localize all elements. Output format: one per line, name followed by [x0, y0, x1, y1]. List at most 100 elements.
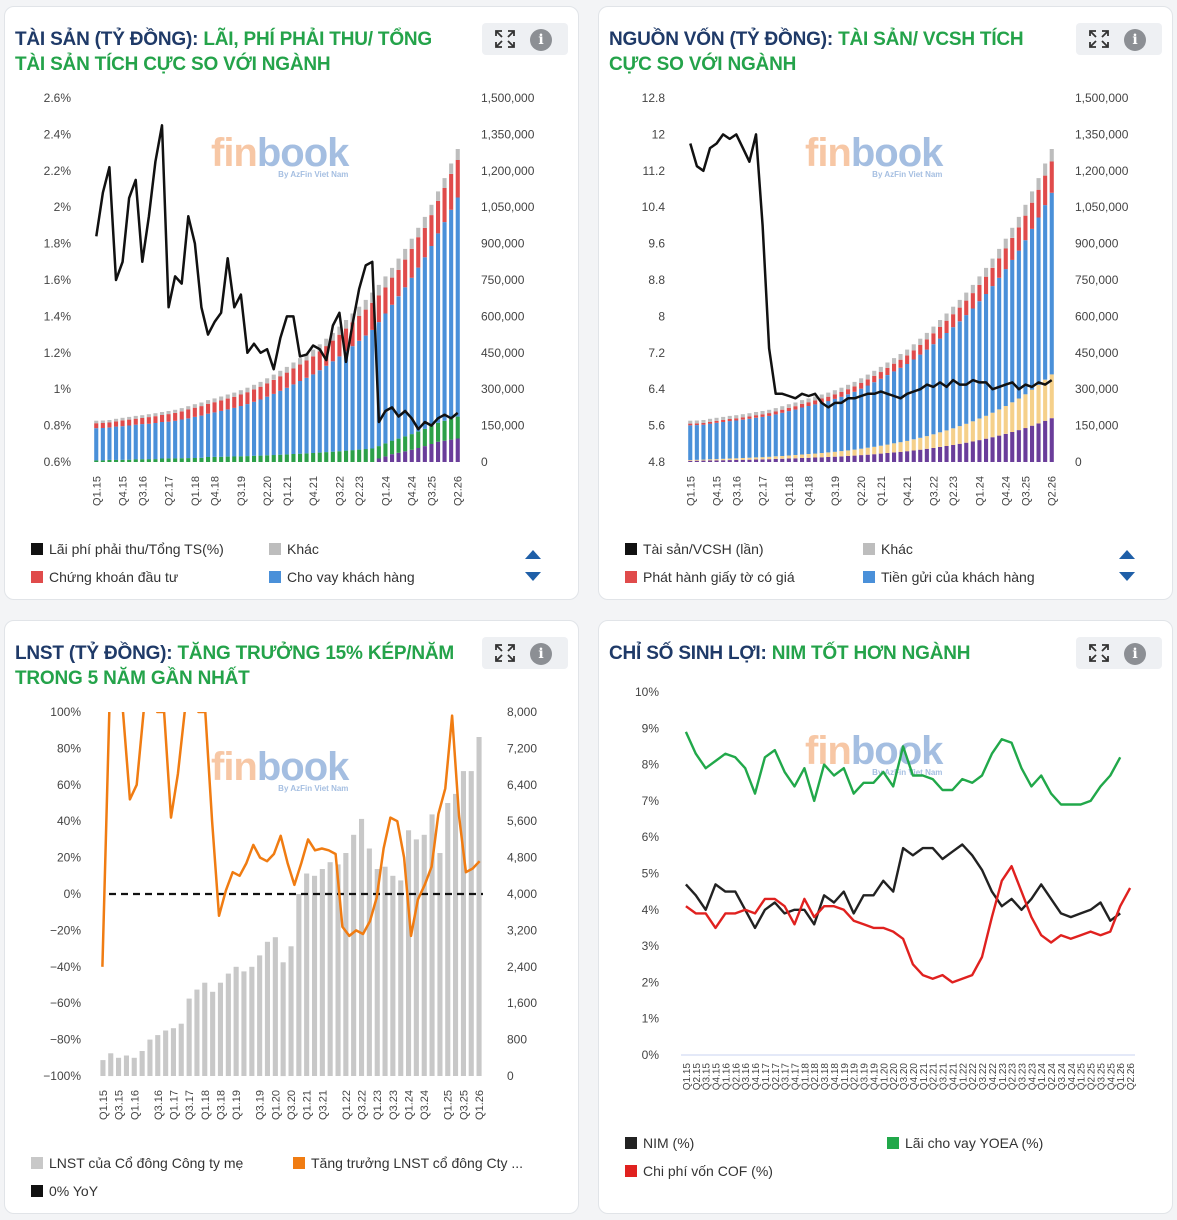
y-tick-label-left: 7%	[642, 794, 660, 808]
legend-item[interactable]: Tiền gửi của khách hàng	[863, 569, 1035, 585]
profit-bar	[163, 1030, 169, 1076]
x-tick-label: Q2.20	[889, 1063, 900, 1091]
legend-item[interactable]: Cho vay khách hàng	[269, 569, 415, 585]
bar-segment	[872, 375, 877, 383]
bar-segment	[951, 428, 956, 445]
x-tick-label: Q1.18	[190, 476, 202, 506]
bar-segment	[997, 258, 1002, 278]
legend-pager	[1119, 550, 1137, 582]
x-tick-label: Q1.20	[879, 1063, 890, 1091]
legend-item[interactable]: Tài sản/VCSH (lần)	[625, 541, 764, 557]
bar-segment	[938, 338, 943, 433]
bar-segment	[970, 284, 975, 294]
x-tick-label: Q1.18	[784, 476, 796, 506]
bar-segment	[964, 315, 969, 424]
bar-segment	[350, 450, 355, 462]
bar-segment	[1010, 238, 1015, 260]
legend-item[interactable]: Chi phí vốn COF (%)	[625, 1163, 773, 1179]
bar-segment	[284, 387, 289, 455]
y-tick-label-left: 5%	[642, 867, 660, 881]
bar-segment	[212, 412, 217, 457]
bar-segment	[298, 381, 303, 454]
expand-icon[interactable]	[1089, 644, 1109, 662]
legend-down-arrow-icon[interactable]	[525, 572, 541, 581]
y-tick-label-right: 1,500,000	[481, 91, 535, 105]
bar-segment	[192, 407, 197, 417]
info-icon[interactable]: i	[1124, 643, 1146, 665]
bar-segment	[1043, 175, 1048, 206]
bar-segment	[747, 413, 752, 417]
profit-bar	[335, 864, 341, 1076]
bar-segment	[298, 453, 303, 462]
info-icon[interactable]: i	[530, 643, 552, 665]
bar-segment	[212, 402, 217, 413]
y-tick-label-left: 20%	[57, 851, 81, 865]
bar-segment	[160, 412, 165, 415]
bar-segment	[1023, 428, 1028, 462]
bar-segment	[747, 416, 752, 419]
x-tick-label: Q1.24	[404, 1090, 416, 1120]
bar-segment	[977, 276, 982, 285]
legend-down-arrow-icon[interactable]	[1119, 572, 1135, 581]
y-tick-label-left: 2.4%	[44, 127, 72, 141]
x-tick-label: Q2.23	[948, 476, 960, 506]
bar-segment	[714, 422, 719, 460]
bar-segment	[429, 204, 434, 216]
x-tick-label: Q3.20	[286, 1090, 298, 1120]
legend-item[interactable]: Phát hành giấy tờ có giá	[625, 569, 795, 585]
bar-segment	[694, 420, 699, 424]
panel-tools: i	[1076, 23, 1162, 55]
legend-item[interactable]: Khác	[269, 541, 319, 557]
legend-item[interactable]: Tăng trưởng LNST cổ đông Cty ...	[293, 1155, 523, 1171]
bar-segment	[409, 449, 414, 462]
legend-item[interactable]: Lãi phí phải thu/Tổng TS(%)	[31, 541, 224, 557]
bar-segment	[403, 436, 408, 452]
x-tick-label: Q4.24	[1067, 1063, 1078, 1091]
legend-item[interactable]: NIM (%)	[625, 1135, 694, 1151]
panel-profit: LNST (TỶ ĐỒNG): TĂNG TRƯỞNG 15% KÉP/NĂM …	[4, 620, 579, 1214]
bar-segment	[924, 436, 929, 449]
bar-segment	[166, 421, 171, 459]
bar-segment	[396, 269, 401, 297]
bar-segment	[146, 459, 151, 462]
ratio-line	[689, 133, 1053, 409]
info-icon[interactable]: i	[1124, 29, 1146, 51]
bar-segment	[747, 418, 752, 458]
profit-bar	[319, 869, 325, 1076]
bar-segment	[754, 459, 759, 462]
legend-item[interactable]: Khác	[863, 541, 913, 557]
legend-item[interactable]: 0% YoY	[31, 1183, 98, 1199]
legend-up-arrow-icon[interactable]	[525, 550, 541, 559]
panel-assets: TÀI SẢN (TỶ ĐỒNG): LÃI, PHÍ PHẢI THU/ TỔ…	[4, 6, 579, 600]
bar-segment	[94, 428, 99, 461]
bar-segment	[166, 458, 171, 462]
legend-item[interactable]: LNST của Cổ đông Công ty mẹ	[31, 1155, 243, 1171]
profit-bar	[382, 866, 388, 1076]
profit-bar	[421, 834, 427, 1076]
x-tick-label: Q2.19	[850, 1063, 861, 1091]
bar-segment	[219, 396, 224, 401]
bar-segment	[800, 458, 805, 462]
bar-segment	[872, 454, 877, 462]
profit-bar	[186, 998, 192, 1076]
info-icon[interactable]: i	[530, 29, 552, 51]
profit-bar	[139, 1051, 145, 1076]
expand-icon[interactable]	[495, 644, 515, 662]
expand-icon[interactable]	[495, 30, 515, 48]
y-tick-label-left: −100%	[43, 1069, 81, 1083]
bar-segment	[977, 440, 982, 462]
legend-up-arrow-icon[interactable]	[1119, 550, 1135, 559]
x-tick-label: Q1.26	[1116, 1063, 1127, 1091]
bar-segment	[278, 454, 283, 462]
bar-segment	[1030, 228, 1035, 390]
bar-segment	[179, 458, 184, 462]
legend-item[interactable]: Lãi cho vay YOEA (%)	[887, 1135, 1043, 1151]
expand-icon[interactable]	[1089, 30, 1109, 48]
x-tick-label: Q1.21	[919, 1063, 930, 1091]
profit-bar	[202, 982, 208, 1076]
bar-segment	[344, 351, 349, 451]
legend-item[interactable]: Chứng khoán đầu tư	[31, 569, 178, 585]
bar-segment	[694, 460, 699, 462]
bar-segment	[793, 455, 798, 459]
bar-segment	[721, 458, 726, 461]
